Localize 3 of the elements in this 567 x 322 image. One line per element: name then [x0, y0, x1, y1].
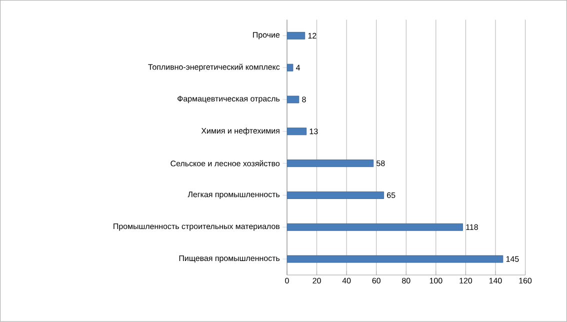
bar [287, 192, 384, 200]
bar [287, 224, 463, 231]
bar [287, 160, 374, 168]
